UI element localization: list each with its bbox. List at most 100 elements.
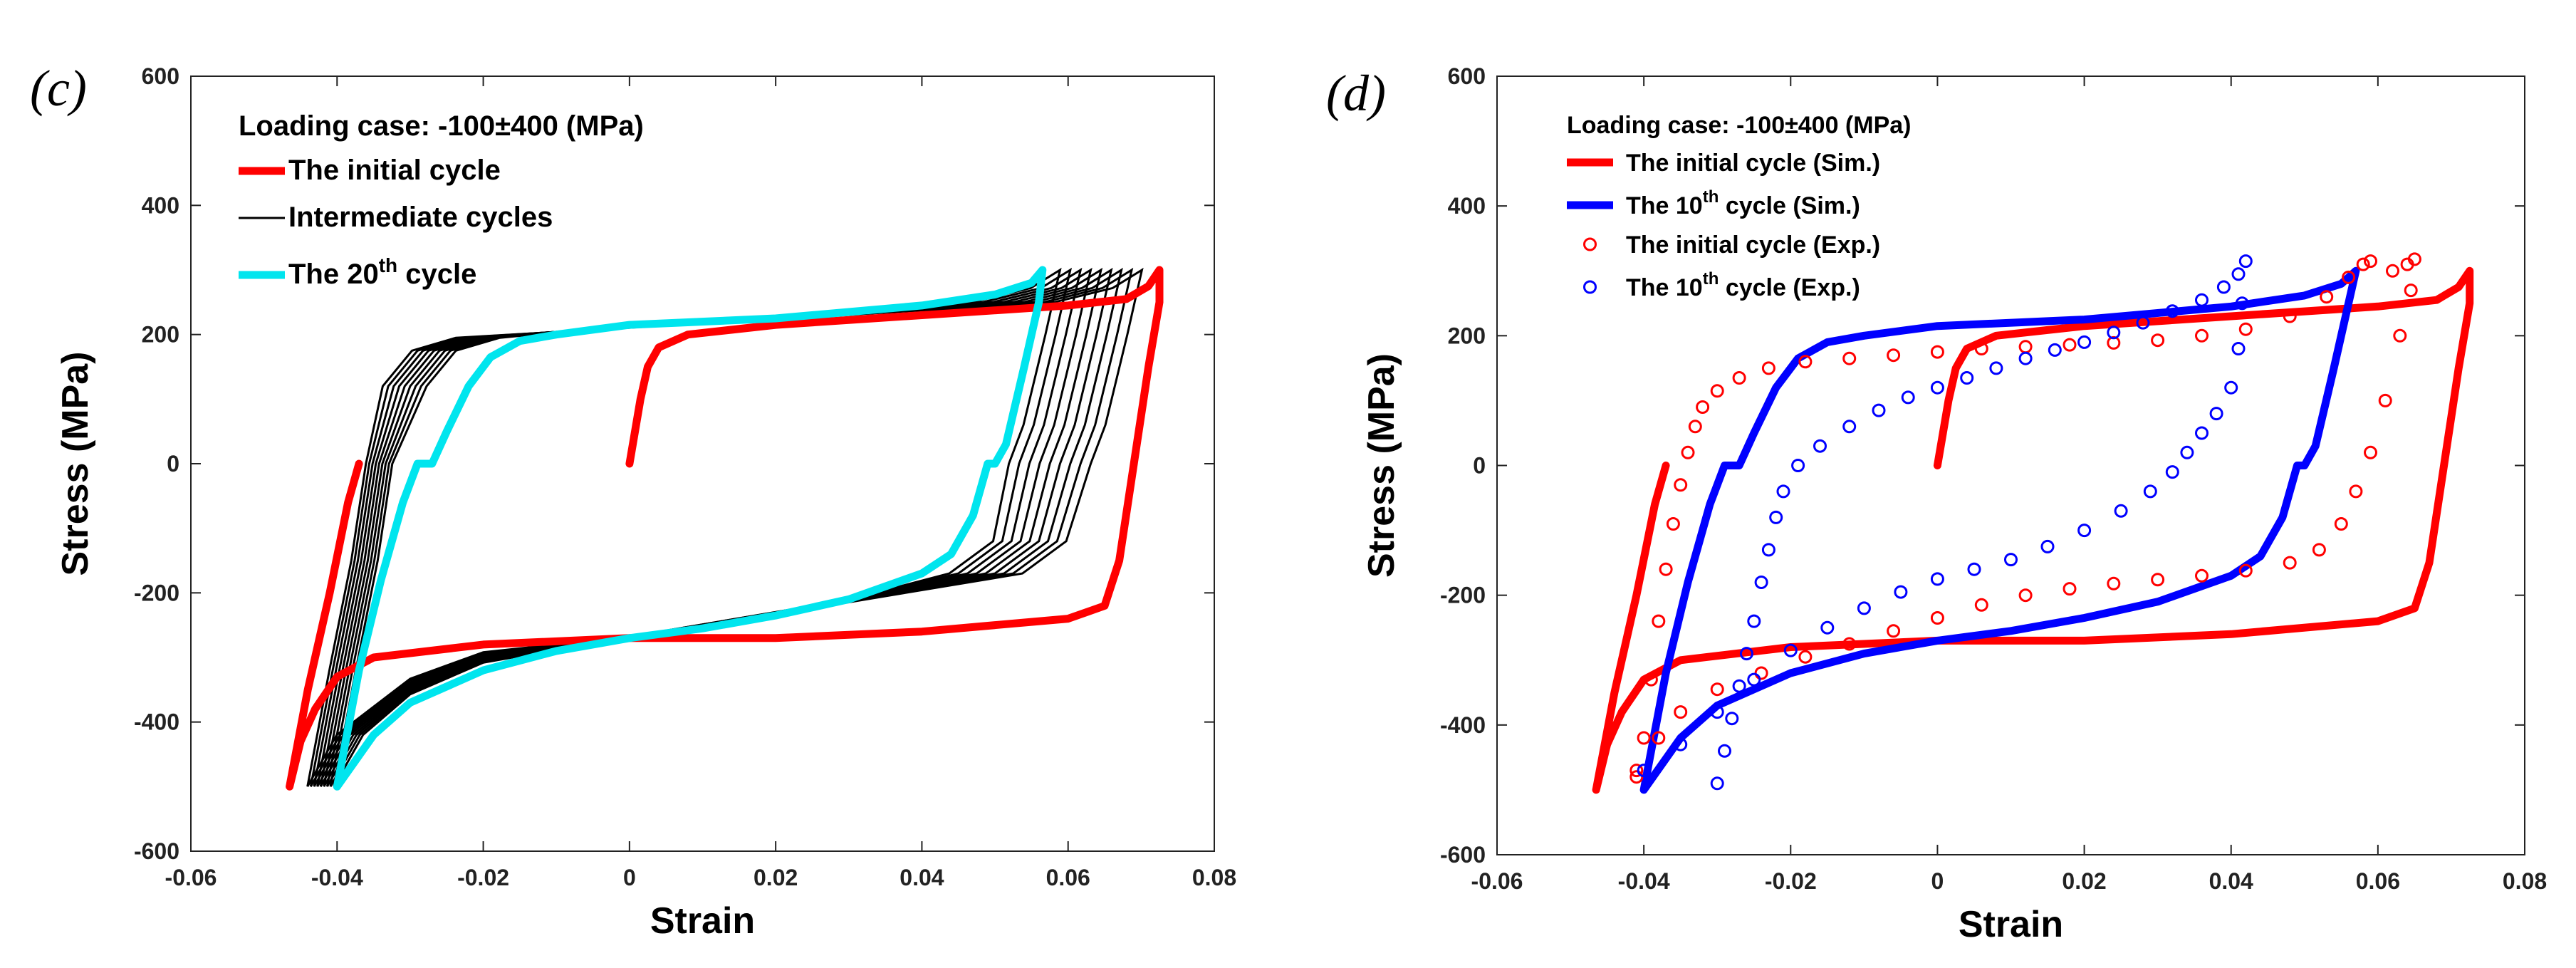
series-marker xyxy=(2364,445,2377,459)
legend-entry-main: The initial cycle (Sim.) xyxy=(1626,150,1880,177)
series-marker xyxy=(1637,731,1651,745)
legend-entry-main: The 10 xyxy=(1626,274,1703,301)
series-marker xyxy=(1652,731,1666,745)
series-marker xyxy=(1901,390,1915,405)
series-marker xyxy=(2151,333,2165,348)
legend-entry-sup: th xyxy=(1703,269,1719,288)
series-marker xyxy=(1710,384,1724,398)
series-marker xyxy=(2364,254,2377,269)
series-marker xyxy=(1688,420,1702,434)
x-axis-label: Strain xyxy=(1959,904,2063,945)
series-marker xyxy=(1710,776,1724,791)
series-marker xyxy=(2407,252,2421,266)
series-marker xyxy=(1725,712,1739,726)
series-marker xyxy=(1842,420,1857,434)
series-marker xyxy=(2180,445,2194,459)
series-line xyxy=(1592,266,2474,794)
series-marker xyxy=(1930,345,1944,359)
series-marker xyxy=(1887,348,1901,363)
series-marker xyxy=(1710,682,1724,697)
legend-entry-main: The 20 xyxy=(288,259,379,290)
y-tick-label: 400 xyxy=(1448,193,1486,219)
series-marker xyxy=(1857,601,1871,615)
y-tick-label: 0 xyxy=(1473,453,1486,479)
series-marker xyxy=(1872,403,1886,417)
series-marker xyxy=(1798,650,1813,664)
panel-label: (c) xyxy=(30,60,87,117)
legend-entry-sup: th xyxy=(1703,187,1719,207)
y-tick-label: -200 xyxy=(1440,583,1486,608)
series-marker xyxy=(2165,465,2179,479)
series-marker xyxy=(1989,361,2003,375)
series-marker xyxy=(1967,562,1981,576)
series-marker xyxy=(2040,539,2055,553)
legend-entry-tail: cycle (Exp.) xyxy=(1719,274,1860,301)
x-tick-label: 0.06 xyxy=(2356,868,2400,894)
series-marker xyxy=(2151,573,2165,587)
series-marker xyxy=(1637,764,1651,778)
series-marker xyxy=(2209,407,2223,421)
series-marker xyxy=(2283,309,2297,323)
series-marker xyxy=(2195,328,2209,343)
series-marker xyxy=(1813,439,1827,453)
series-marker xyxy=(1629,764,1644,778)
series-marker xyxy=(1776,484,1790,499)
x-tick-label: -0.06 xyxy=(1471,868,1523,894)
series-marker xyxy=(2077,335,2092,349)
series-marker xyxy=(2356,257,2370,271)
legend-title: Loading case: -100±400 (MPa) xyxy=(239,110,644,142)
legend-entry-label: Intermediate cycles xyxy=(288,202,553,233)
x-axis-label: Strain xyxy=(650,900,755,942)
series-marker xyxy=(2312,543,2326,557)
series-marker xyxy=(1783,643,1798,657)
legend-entry-sup: th xyxy=(379,254,397,276)
series-marker xyxy=(2334,517,2348,531)
series-marker xyxy=(2195,568,2209,583)
series-line xyxy=(1639,266,2360,794)
series-marker xyxy=(1718,744,1731,758)
series-marker xyxy=(1761,543,1775,557)
y-tick-label: 200 xyxy=(142,322,179,348)
series-marker xyxy=(2063,338,2077,352)
series-marker xyxy=(1681,445,1695,459)
series-marker xyxy=(1732,679,1746,693)
series-marker xyxy=(1710,705,1724,719)
series-marker xyxy=(2195,293,2209,307)
series-marker xyxy=(2195,426,2209,440)
series-marker xyxy=(1754,576,1768,589)
x-tick-label: 0.08 xyxy=(2503,868,2547,894)
x-tick-label: 0 xyxy=(1931,868,1944,894)
series-marker xyxy=(1974,342,1988,355)
series-marker xyxy=(1659,562,1673,576)
legend-entry-label: The 20th cycle xyxy=(288,254,476,290)
y-tick-label: -600 xyxy=(134,838,179,864)
series-marker xyxy=(2114,504,2128,518)
series-marker xyxy=(2018,340,2033,354)
series-marker xyxy=(1674,705,1688,719)
legend-entry-label: The initial cycle (Sim.) xyxy=(1626,150,1880,177)
legend-entry-tail: cycle (Sim.) xyxy=(1719,192,1860,219)
series-marker xyxy=(1644,672,1658,687)
y-tick-label: -400 xyxy=(1440,712,1486,738)
series-marker xyxy=(2136,316,2150,330)
series-marker xyxy=(1791,459,1805,472)
series-marker xyxy=(2216,280,2231,294)
series-marker xyxy=(2386,264,2399,278)
x-tick-label: -0.06 xyxy=(165,865,217,890)
legend-entry-label: The 10th cycle (Exp.) xyxy=(1626,269,1860,301)
series-marker xyxy=(1761,361,1775,375)
y-tick-label: 600 xyxy=(1448,63,1486,89)
x-tick-label: -0.02 xyxy=(1765,868,1817,894)
y-axis-label: Stress (MPa) xyxy=(55,352,96,576)
series-marker xyxy=(1674,478,1688,492)
legend-title: Loading case: -100±400 (MPa) xyxy=(1567,112,1912,139)
y-tick-label: 200 xyxy=(1448,323,1486,348)
series-marker xyxy=(2238,322,2253,336)
series-marker xyxy=(1754,666,1768,680)
legend-entry-label: The initial cycle xyxy=(288,155,501,186)
series-marker xyxy=(2404,283,2418,298)
series-marker xyxy=(2143,484,2157,499)
series-marker xyxy=(1930,611,1944,625)
plot-area xyxy=(286,266,1164,791)
series-marker xyxy=(1842,637,1857,651)
